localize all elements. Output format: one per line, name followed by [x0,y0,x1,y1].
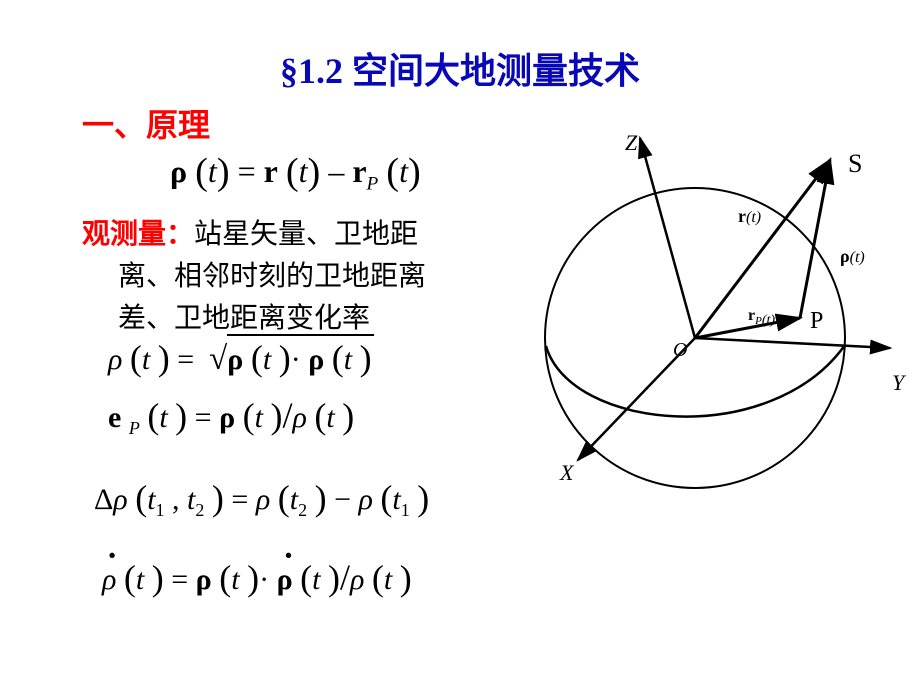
equation-magnitude: ρ (t ) = √ρ (t )· ρ (t ) [108,336,372,378]
equation-delta-rho: Δρ (t1 , t2 ) = ρ (t2 ) − ρ (t1 ) [94,476,429,521]
observation-line-3: 差、卫地距离变化率 [118,296,370,336]
svg-text:S: S [848,149,862,178]
svg-text:Z: Z [625,130,638,155]
section-heading: 一、原理 [82,100,210,146]
svg-text:X: X [559,460,575,485]
observation-line-2: 离、相邻时刻的卫地距离 [118,254,426,294]
svg-text:O: O [673,339,687,361]
page-title: §1.2 空间大地测量技术 [0,42,920,94]
equation-unit-vector: e P (t ) = ρ (t )/ρ (t ) [108,394,354,439]
svg-text:Y: Y [892,370,907,395]
svg-text:P: P [810,308,823,334]
equation-rho-dot: ρ (t ) = ρ (t )· ρ (t )/ρ (t ) [102,556,412,598]
svg-text:ρ(t): ρ(t) [840,246,865,266]
svg-text:rP(t): rP(t) [748,307,775,328]
title-prefix: §1.2 [280,51,352,91]
observation-label: 观测量： [82,219,194,250]
svg-text:r(t): r(t) [738,206,761,226]
coordinate-diagram: Z Y X O S Pr(t) ρ(t) rP(t) [510,130,910,495]
observation-line-1: 观测量：站星矢量、卫地距 [82,212,418,252]
title-main: 空间大地测量技术 [352,51,640,91]
observation-text-1: 站星矢量、卫地距 [194,219,418,250]
equation-main: ρ (t) = r (t) – rP (t) [170,148,421,195]
